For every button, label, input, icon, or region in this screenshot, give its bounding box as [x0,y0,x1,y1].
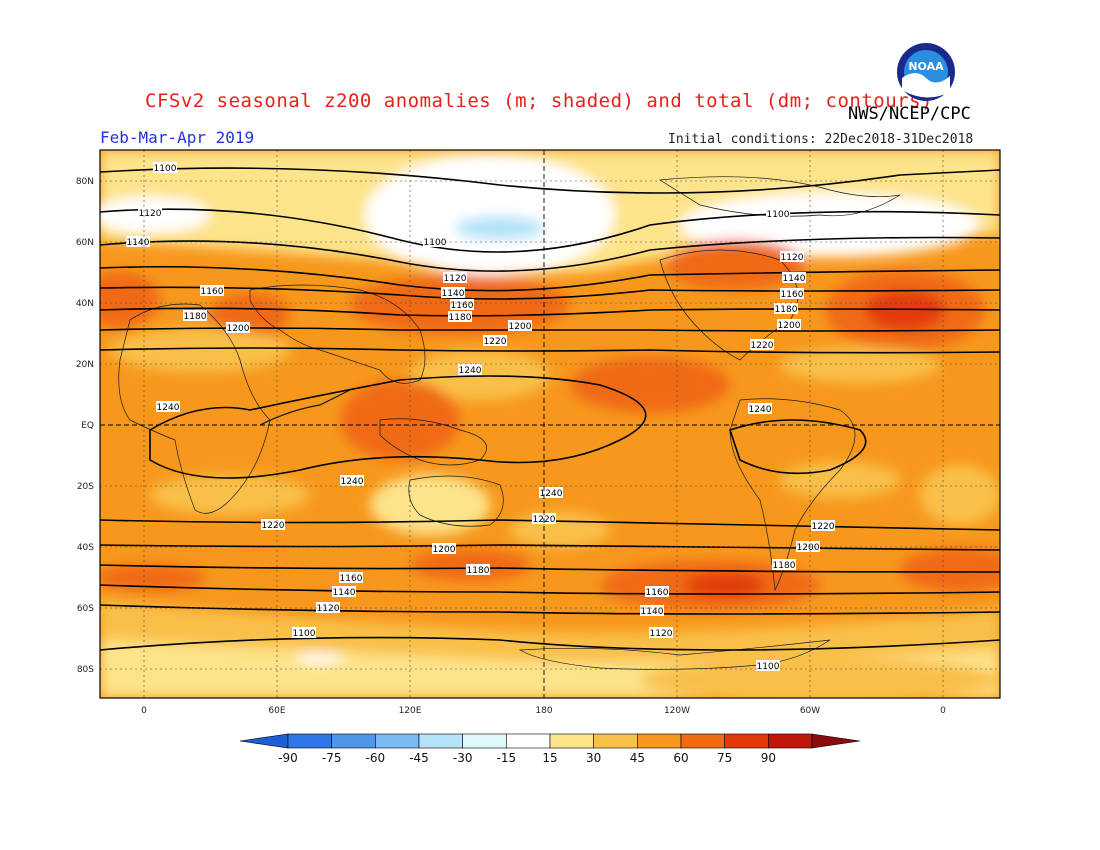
contour-label: 1120 [317,604,340,614]
colorbar-swatch [287,733,332,749]
colorbar-swatch [724,733,769,749]
map-frame [99,149,1001,699]
colorbar-tick-label: -90 [278,751,298,765]
colorbar-tick-label: -15 [497,751,517,765]
contour-label: 1120 [781,253,804,263]
contour-label: 1240 [749,405,772,415]
longitude-axis: 0 60E 120E 180 120W 60W 0 [141,706,946,716]
colorbar-tick-label: -60 [366,751,386,765]
lat-label: 20N [76,360,94,370]
colorbar-tick-label: -30 [453,751,473,765]
colorbar-tick-label: 45 [630,751,645,765]
contour-label: 1240 [459,366,482,376]
colorbar-swatch [506,733,551,749]
contour-label: 1160 [201,287,224,297]
contour-label: 1180 [773,561,796,571]
lat-label: 60N [76,238,94,248]
contour-label: 1240 [157,403,180,413]
initial-conditions-label: Initial conditions: 22Dec2018-31Dec2018 [668,132,974,147]
contour-label: 1120 [139,209,162,219]
contour-label: 1200 [509,322,532,332]
colorbar-swatch [418,733,463,749]
lon-label: 60E [268,706,285,716]
contour-label: 1160 [646,588,669,598]
equator-dateline [100,150,1000,698]
colorbar-swatch [462,733,507,749]
contour-label: 1180 [775,305,798,315]
contour-label: 1220 [484,337,507,347]
contour-label: 1180 [449,313,472,323]
forecast-period: Feb-Mar-Apr 2019 [100,128,255,147]
colorbar-swatch [680,733,725,749]
coastlines [118,176,901,670]
colorbar-swatch [375,733,420,749]
colorbar-swatch [637,733,682,749]
colorbar-tick-label: -75 [322,751,342,765]
contour-label: 1220 [812,522,835,532]
contour-label: 1100 [293,629,316,639]
organization-label: NWS/NCEP/CPC [848,104,971,124]
map-title: CFSv2 seasonal z200 anomalies (m; shaded… [145,90,933,112]
colorbar-tick-label: 30 [586,751,601,765]
colorbar-swatch [331,733,376,749]
contour-label: 1200 [227,324,250,334]
colorbar-arrow-left [239,733,289,749]
colorbar-legend: -90 -75 -60 -45 -30 -15 15 30 45 60 75 90 [239,733,861,765]
colorbar-swatch [549,733,594,749]
lon-label: 0 [141,706,147,716]
lat-label: 40S [77,543,94,553]
lat-label: 80S [77,665,94,675]
lon-label: 0 [940,706,946,716]
contour-label: 1100 [154,164,177,174]
colorbar-tick-label: 90 [761,751,776,765]
latitude-axis: 80N 60N 40N 20N EQ 20S 40S 60S 80S [76,177,94,675]
contour-label: 1220 [751,341,774,351]
colorbar-swatch [768,733,813,749]
contour-label: 1240 [540,489,563,499]
lat-label: 40N [76,299,94,309]
contour-label: 1100 [424,238,447,248]
contour-label: 1100 [767,210,790,220]
lat-label: EQ [81,421,94,431]
contour-label: 1160 [781,290,804,300]
colorbar-tick-label: 75 [717,751,732,765]
contour-label: 1200 [797,543,820,553]
svg-text:NOAA: NOAA [908,60,944,73]
contour-label: 1140 [641,607,664,617]
grid-lines [100,150,1000,698]
contour-label: 1200 [778,321,801,331]
contour-label: 1220 [262,521,285,531]
contour-label: 1100 [757,662,780,672]
contour-label: 1120 [650,629,673,639]
lon-label: 180 [535,706,552,716]
colorbar-tick-label: 15 [542,751,557,765]
contour-label: 1240 [341,477,364,487]
lat-label: 60S [77,604,94,614]
anomaly-shading: 1100 1120 1140 1100 1160 1180 1200 1120 … [100,150,1000,698]
colorbar-arrow-right [811,733,861,749]
colorbar-tick-label: -45 [409,751,429,765]
contour-label: 1160 [451,301,474,311]
contour-label: 1140 [442,289,465,299]
noaa-logo-icon: NOAA [897,43,955,101]
lon-label: 120W [664,706,690,716]
lon-label: 120E [399,706,422,716]
colorbar-tick-label: 60 [673,751,688,765]
lon-label: 60W [800,706,820,716]
lat-label: 80N [76,177,94,187]
contour-label: 1140 [127,238,150,248]
contour-label: 1180 [184,312,207,322]
colorbar-swatch [593,733,638,749]
contour-label: 1200 [433,545,456,555]
contour-label: 1140 [333,588,356,598]
contour-label: 1160 [340,574,363,584]
contour-label: 1180 [467,566,490,576]
contour-label: 1140 [783,274,806,284]
contour-label: 1120 [444,274,467,284]
lat-label: 20S [77,482,94,492]
